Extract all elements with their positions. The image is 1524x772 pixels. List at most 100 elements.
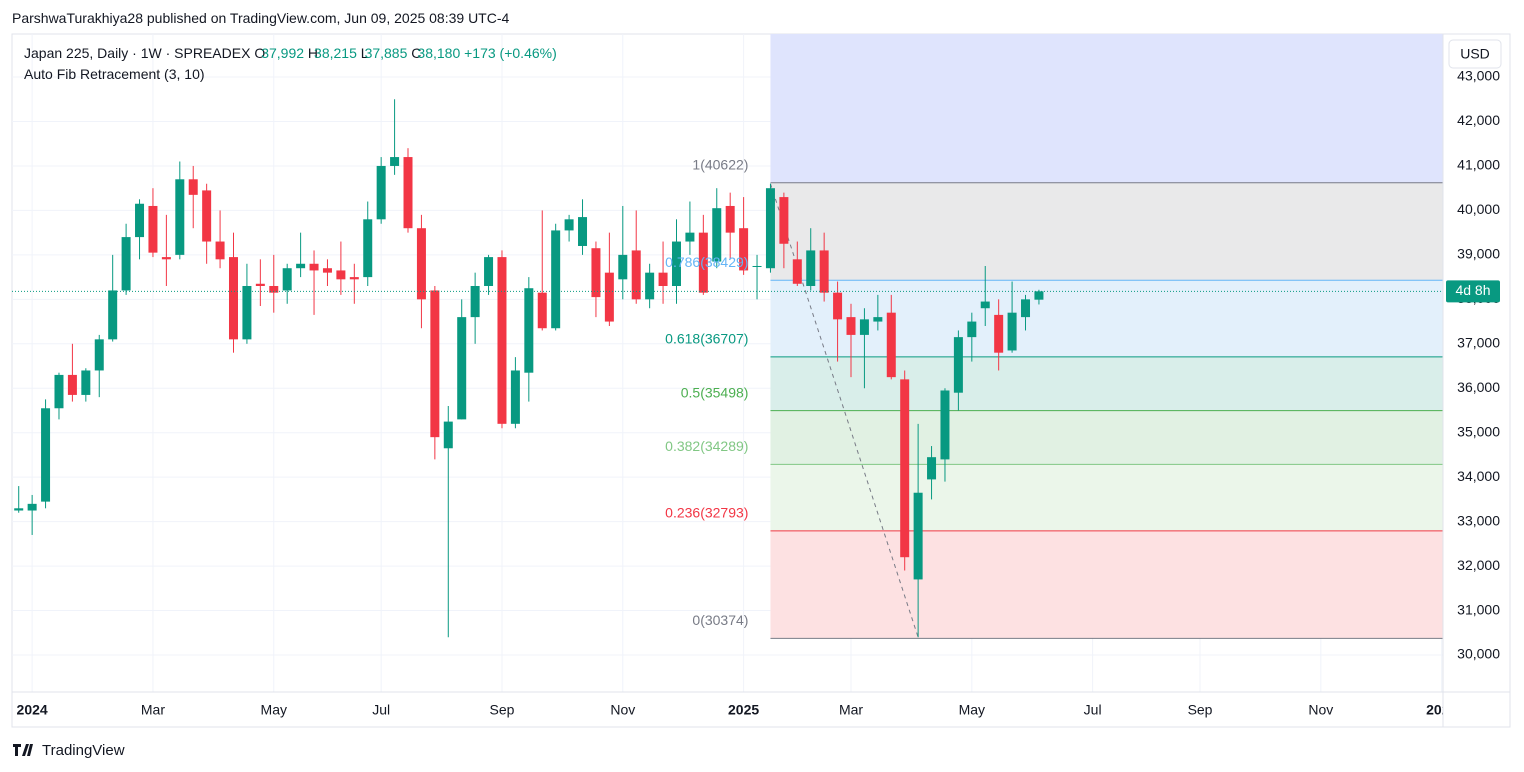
candle-body [752,265,762,267]
candle-body [578,217,588,246]
candle-body [685,232,695,242]
candle-body [671,241,681,286]
candle-body [510,370,520,424]
countdown: 4d 8h [1455,282,1490,298]
candle-body [524,288,534,373]
y-tick-label: 39,000 [1457,246,1500,262]
close: 38,180 [417,45,461,61]
fib-label: 1(40622) [692,156,748,172]
candle-body [215,241,225,260]
x-tick-label: 2025 [728,702,759,718]
candle-body [846,317,856,335]
candle-body [765,188,775,269]
y-tick-label: 34,000 [1457,468,1500,484]
candle-body [255,283,265,286]
o-prefix: O [254,45,266,61]
brand: TradingView [42,742,125,759]
candle-body [349,277,359,280]
candle-body [390,157,400,166]
y-tick-label: 37,000 [1457,334,1500,350]
candle-body [792,259,802,284]
currency: USD [1460,46,1490,62]
candle-body [725,205,735,233]
frame [11,33,1511,728]
open: 37,992 [261,45,305,61]
fib-band [770,34,1443,183]
candle-body [41,408,51,502]
candle-body [403,157,413,229]
candle-body [833,292,843,320]
c-prefix: C [411,45,422,61]
candle-body [994,314,1004,353]
x-tick-label: Sep [490,702,515,718]
candle-body [470,285,480,318]
fib-band [770,410,1443,465]
candle-body [618,254,628,280]
fib-band [770,280,1443,357]
candle-body [564,219,574,231]
candle-body [631,250,641,300]
candle-body [980,301,990,309]
l-prefix: L [360,45,369,61]
fib-band [770,182,1443,281]
y-tick-label: 41,000 [1457,157,1500,173]
candle-body [148,205,158,253]
candle-body [336,270,346,280]
x-tick-label: Mar [839,702,863,718]
candle-body [94,339,104,371]
y-tick-label: 35,000 [1457,423,1500,439]
low: 37,885 [364,45,408,61]
candle-body [322,268,332,273]
currency-box[interactable] [1448,39,1502,69]
price-tag [1446,280,1500,303]
y-tick-label: 38,000 [1457,290,1500,306]
x-tick-label: Jul [372,702,390,718]
candle-body [81,370,91,395]
candle-body [175,179,185,255]
candle-body [953,337,963,393]
fib-band [770,464,1443,531]
plot: 1(40622) 0.786(38429) 0.618(36707) 0.5(3549… [12,34,1443,692]
change: +173 (+0.46%) [464,45,557,61]
candle-body [967,321,977,338]
fib-label: 0.382(34289) [665,438,748,454]
candle-body [779,197,789,244]
fib-band [770,530,1443,639]
y-tick-label: 42,000 [1457,112,1500,128]
candle-body [551,230,561,329]
candle-body [135,203,145,238]
y-tick-label: 31,000 [1457,601,1500,617]
candle-body [886,312,896,378]
y-tick-label: 43,000 [1457,68,1500,84]
candle-body [309,263,319,271]
y-tick-label: 40,000 [1457,201,1500,217]
y-tick-label: 32,000 [1457,557,1500,573]
candle-body [161,257,171,260]
publisher: ParshwaTurakhiya28 published on TradingV… [12,10,510,26]
x-tick-label: May [261,702,287,718]
x-tick-label: 2026 [1426,702,1457,718]
candle-body [296,263,306,269]
candle-body [376,165,386,220]
candle-body [940,390,950,460]
x-tick-label: Nov [610,702,635,718]
candle-body [739,228,749,271]
candle-body [1034,291,1044,300]
y-tick-label: 30,000 [1457,646,1500,662]
axes: 30,000 31,000 32,000 33,000 34,000 35,000 36,0… [17,68,1501,718]
candle-body [282,268,292,291]
candle-body [242,285,252,340]
fib-label: 0.236(32793) [665,505,748,521]
fib-trend [769,183,919,638]
candle-body [1007,312,1017,351]
candle-body [443,421,453,449]
fib-label: 0.786(38429) [665,254,748,270]
candle-body [14,508,24,511]
candle-body [806,250,816,286]
candle-body [430,290,440,438]
y-tick-label: 33,000 [1457,512,1500,528]
legend-line: Japan 225, Daily · 1W · SPREADEX O37,992… [24,45,557,61]
candle-body [27,503,37,511]
brand-logo [13,744,33,756]
candle-body [269,285,279,293]
